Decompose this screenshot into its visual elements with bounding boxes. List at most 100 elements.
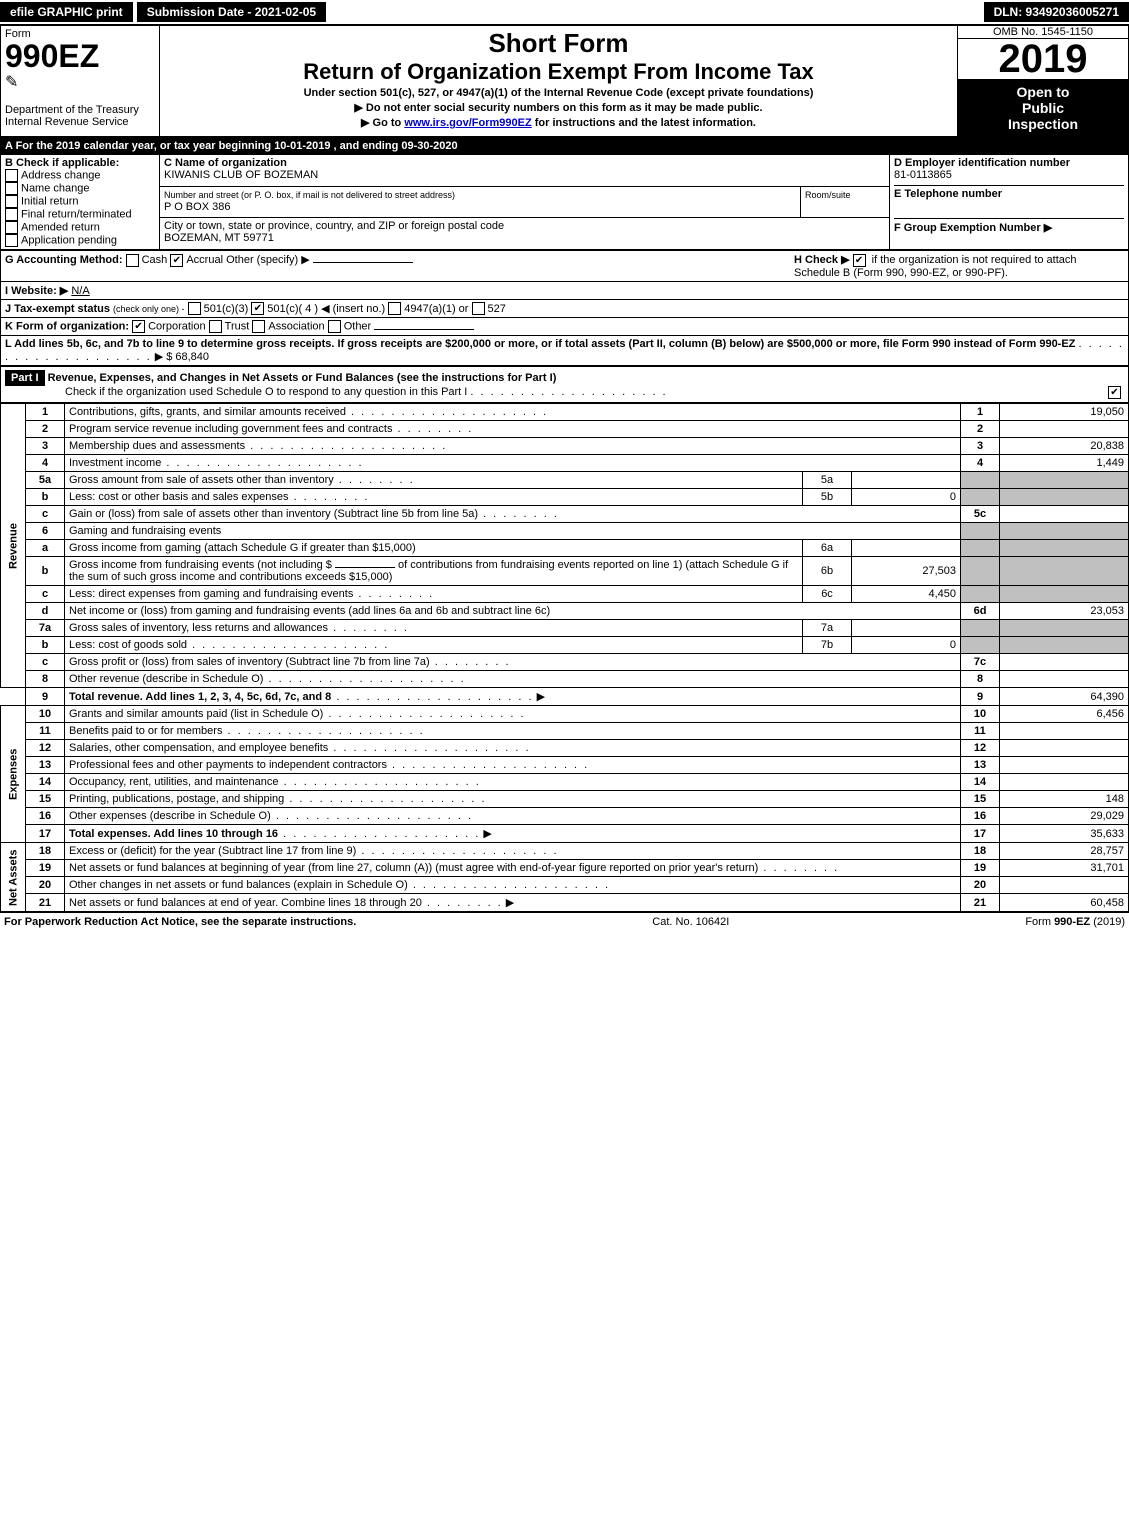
line-6a-col-shaded [961,540,1000,557]
dln: DLN: 93492036005271 [984,2,1129,22]
opt-accrual: Accrual [186,254,223,266]
line-4-num: 4 [26,455,65,472]
street-address: P O BOX 386 [164,201,230,213]
cb-trust[interactable] [209,320,222,333]
line-7b-num: b [26,637,65,654]
cb-schedule-b[interactable] [853,254,866,267]
no-ssn-warning: ▶ Do not enter social security numbers o… [164,101,953,114]
opt-amended-return: Amended return [21,221,100,233]
city-state-zip: BOZEMAN, MT 59771 [164,232,274,244]
website-value: N/A [71,285,89,297]
line-8-num: 8 [26,671,65,688]
line-6d-col: 6d [961,603,1000,620]
line-3-col: 3 [961,438,1000,455]
cb-other-org[interactable] [328,320,341,333]
cb-501c3[interactable] [188,302,201,315]
fundraising-amount-input[interactable] [335,567,395,568]
l-text: L Add lines 5b, 6c, and 7b to line 9 to … [5,338,1075,350]
line-3-amt: 20,838 [1000,438,1129,455]
opt-name-change: Name change [21,182,90,194]
cb-name-change[interactable] [5,182,18,195]
line-11-text: Benefits paid to or for members [69,725,222,737]
line-5a-text: Gross amount from sale of assets other t… [69,474,334,486]
f-label: F Group Exemption Number ▶ [894,218,1124,234]
line-7a-subamt [852,620,961,637]
line-5b-subamt: 0 [852,489,961,506]
cb-amended-return[interactable] [5,221,18,234]
tax-year: 2019 [958,39,1128,79]
line-17-col: 17 [961,825,1000,843]
line-18-num: 18 [26,843,65,860]
cb-501c[interactable] [251,302,264,315]
street-label: Number and street (or P. O. box, if mail… [164,190,455,200]
goto-instructions: ▶ Go to www.irs.gov/Form990EZ for instru… [164,116,953,129]
line-13-text: Professional fees and other payments to … [69,759,387,771]
line-10-num: 10 [26,706,65,723]
line-12-num: 12 [26,740,65,757]
room-label: Room/suite [805,190,851,200]
line-6b-col-shaded [961,557,1000,586]
line-11-col: 11 [961,723,1000,740]
revenue-expenses-table: Revenue 1 Contributions, gifts, grants, … [0,403,1129,912]
line-6c-num: c [26,586,65,603]
line-16-amt: 29,029 [1000,808,1129,825]
line-9-text: Total revenue. Add lines 1, 2, 3, 4, 5c,… [69,691,331,703]
form-ref: Form 990-EZ (2019) [1025,916,1125,928]
line-8-col: 8 [961,671,1000,688]
line-20-col: 20 [961,877,1000,894]
line-6-text: Gaming and fundraising events [65,523,961,540]
line-16-col: 16 [961,808,1000,825]
irs-label: Internal Revenue Service [5,116,155,128]
line-14-amt [1000,774,1129,791]
line-21-text: Net assets or fund balances at end of ye… [69,897,422,909]
line-7c-col: 7c [961,654,1000,671]
cb-address-change[interactable] [5,169,18,182]
opt-other-org: Other [344,321,372,333]
line-5a-num: 5a [26,472,65,489]
dept-treasury: Department of the Treasury [5,104,155,116]
line-5a-subamt [852,472,961,489]
other-method-input[interactable] [313,262,413,263]
line-7b-text: Less: cost of goods sold [69,639,187,651]
efile-button[interactable]: efile GRAPHIC print [0,2,133,22]
line-6d-amt: 23,053 [1000,603,1129,620]
opt-other-method: Other (specify) ▶ [226,254,310,266]
submission-date: Submission Date - 2021-02-05 [137,2,326,22]
line-2-amt [1000,421,1129,438]
cb-4947[interactable] [388,302,401,315]
part1-title: Revenue, Expenses, and Changes in Net As… [48,372,557,384]
cb-association[interactable] [252,320,265,333]
line-15-amt: 148 [1000,791,1129,808]
line-5b-text: Less: cost or other basis and sales expe… [69,491,289,503]
line-5a-amt-shaded [1000,472,1129,489]
part1-check-line: Check if the organization used Schedule … [65,386,467,398]
line-17-text: Total expenses. Add lines 10 through 16 [69,828,278,840]
cb-application-pending[interactable] [5,234,18,247]
cb-initial-return[interactable] [5,195,18,208]
form-header: Form 990EZ ✎ Department of the Treasury … [0,25,1129,137]
line-14-num: 14 [26,774,65,791]
b-label: B Check if applicable: [5,157,155,169]
line-9-num: 9 [26,688,65,706]
cb-cash[interactable] [126,254,139,267]
irs-link[interactable]: www.irs.gov/Form990EZ [404,117,531,129]
other-org-input[interactable] [374,329,474,330]
cb-corporation[interactable] [132,320,145,333]
cb-final-return[interactable] [5,208,18,221]
line-9-amt: 64,390 [1000,688,1129,706]
line-6-col-shaded [961,523,1000,540]
line-5c-num: c [26,506,65,523]
page-footer: For Paperwork Reduction Act Notice, see … [0,912,1129,931]
cb-schedule-o[interactable] [1108,386,1121,399]
cb-accrual[interactable] [170,254,183,267]
line-19-text: Net assets or fund balances at beginning… [69,862,758,874]
under-section: Under section 501(c), 527, or 4947(a)(1)… [164,87,953,99]
cat-no: Cat. No. 10642I [652,916,729,928]
opt-cash: Cash [142,254,168,266]
line-20-num: 20 [26,877,65,894]
cb-527[interactable] [472,302,485,315]
paperwork-notice: For Paperwork Reduction Act Notice, see … [4,916,356,928]
line-6c-sub: 6c [803,586,852,603]
line-20-amt [1000,877,1129,894]
line-17-num: 17 [26,825,65,843]
